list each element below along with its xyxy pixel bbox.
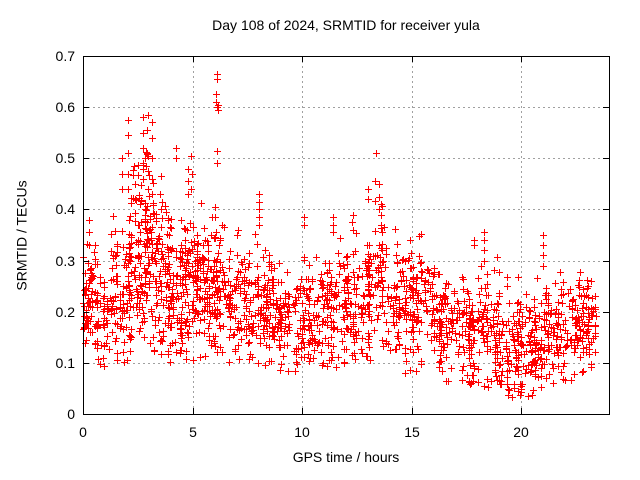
- x-tick-label: 15: [404, 424, 420, 440]
- x-tick-label: 10: [294, 424, 310, 440]
- y-tick-label: 0: [67, 406, 75, 422]
- y-tick-label: 0.5: [56, 150, 76, 166]
- grid-lines: [83, 56, 609, 414]
- y-tick-label: 0.2: [56, 304, 76, 320]
- x-tick-label: 5: [189, 424, 197, 440]
- y-axis-label: SRMTID / TECUs: [13, 180, 30, 291]
- y-tick-label: 0.1: [56, 355, 76, 371]
- plot-title: Day 108 of 2024, SRMTID for receiver yul…: [212, 17, 480, 33]
- tick-marks: [83, 56, 609, 415]
- y-tick-label: 0.4: [56, 201, 76, 217]
- x-axis-label: GPS time / hours: [292, 449, 400, 465]
- x-tick-label: 20: [513, 424, 529, 440]
- y-tick-label: 0.7: [56, 48, 76, 64]
- plot-border: [83, 56, 610, 415]
- y-tick-label: 0.3: [56, 253, 76, 269]
- data-points: [80, 71, 600, 401]
- x-tick-label: 0: [79, 424, 87, 440]
- y-tick-label: 0.6: [56, 99, 76, 115]
